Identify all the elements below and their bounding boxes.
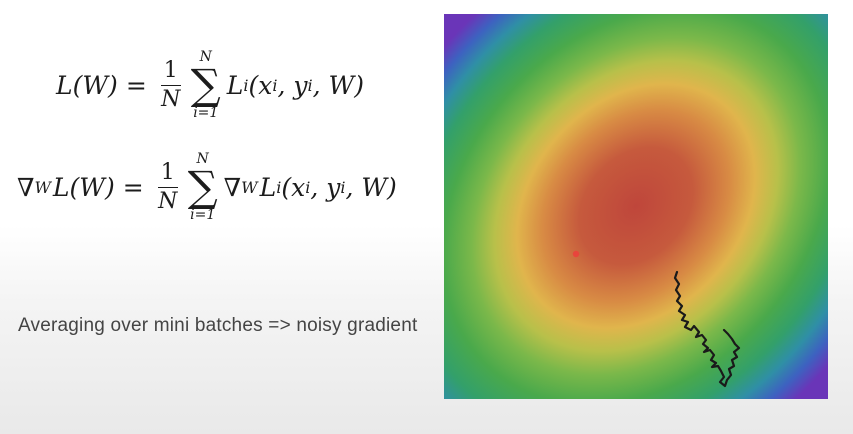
- loss-frac-denominator: N: [161, 86, 181, 112]
- loss-sum-lower: i=1: [193, 105, 219, 122]
- gradient-lhs: L(W): [52, 172, 115, 202]
- minimum-marker: [572, 250, 580, 258]
- loss-x-sub: i: [272, 75, 278, 95]
- loss-summation: N ∑ i=1: [191, 50, 221, 121]
- loss-surface-svg: [444, 14, 828, 399]
- sigma-symbol: ∑: [187, 161, 218, 211]
- caption-text: Averaging over mini batches => noisy gra…: [18, 315, 418, 336]
- gradient-sum-lower: i=1: [190, 207, 216, 224]
- gradient-arg-sep: , y: [310, 172, 341, 202]
- nabla-sub: W: [34, 177, 51, 197]
- loss-term: L: [226, 70, 244, 100]
- gradient-equals: =: [122, 172, 144, 202]
- nabla-symbol: ∇: [17, 172, 35, 202]
- gradient-args: (x: [281, 172, 306, 202]
- gradient-term-sub: i: [276, 177, 282, 197]
- loss-arg-tail: , W): [312, 70, 364, 100]
- gradient-frac-numerator: 1: [157, 161, 178, 188]
- loss-args: (x: [248, 70, 273, 100]
- term-nabla-sub: W: [241, 177, 258, 197]
- gradient-term: L: [259, 172, 277, 202]
- gradient-x-sub: i: [305, 177, 311, 197]
- loss-surface-background: [444, 14, 828, 399]
- loss-surface-plot: [444, 14, 828, 399]
- loss-y-sub: i: [307, 75, 313, 95]
- loss-term-sub: i: [243, 75, 249, 95]
- gradient-sum-upper: N: [196, 150, 209, 167]
- gradient-summation: N ∑ i=1: [188, 152, 218, 223]
- loss-frac-numerator: 1: [160, 59, 181, 86]
- loss-lhs: L(W): [56, 70, 118, 100]
- gradient-frac-denominator: N: [158, 188, 178, 214]
- gradient-fraction: 1 N: [157, 161, 178, 214]
- loss-fraction: 1 N: [160, 59, 181, 112]
- gradient-y-sub: i: [340, 177, 346, 197]
- loss-sum-upper: N: [199, 48, 212, 65]
- term-nabla-symbol: ∇: [223, 172, 242, 202]
- sigma-symbol: ∑: [190, 59, 221, 109]
- loss-arg-sep: , y: [277, 70, 308, 100]
- loss-equals: =: [125, 70, 147, 100]
- gradient-arg-tail: , W): [345, 172, 397, 202]
- sgd-path: [673, 270, 741, 388]
